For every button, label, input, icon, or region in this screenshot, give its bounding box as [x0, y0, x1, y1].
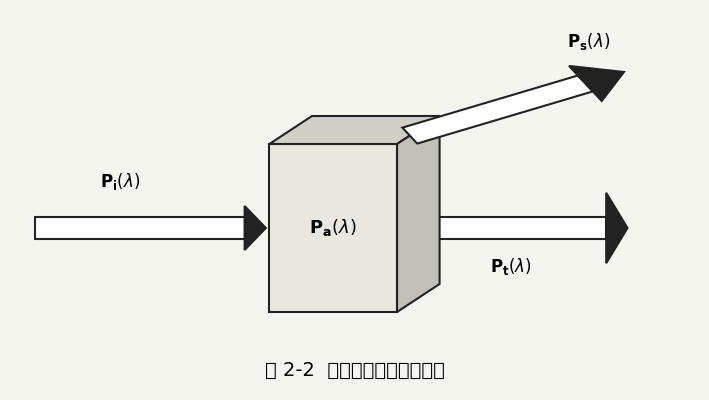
Polygon shape	[397, 116, 440, 312]
Polygon shape	[35, 217, 245, 239]
Polygon shape	[245, 206, 266, 250]
Text: 图 2-2  水下信道光学特性模型: 图 2-2 水下信道光学特性模型	[264, 361, 445, 380]
Text: $\mathbf{P_t}(\lambda)$: $\mathbf{P_t}(\lambda)$	[490, 256, 531, 277]
Polygon shape	[403, 76, 593, 144]
Polygon shape	[397, 217, 606, 239]
Polygon shape	[569, 66, 624, 101]
Polygon shape	[269, 144, 397, 312]
Text: $\mathbf{P_i}(\lambda)$: $\mathbf{P_i}(\lambda)$	[101, 171, 140, 192]
Text: $\mathbf{P_a}(\lambda)$: $\mathbf{P_a}(\lambda)$	[310, 218, 357, 238]
Polygon shape	[269, 116, 440, 144]
Polygon shape	[606, 193, 627, 263]
Text: $\mathbf{P_s}(\lambda)$: $\mathbf{P_s}(\lambda)$	[567, 31, 610, 52]
